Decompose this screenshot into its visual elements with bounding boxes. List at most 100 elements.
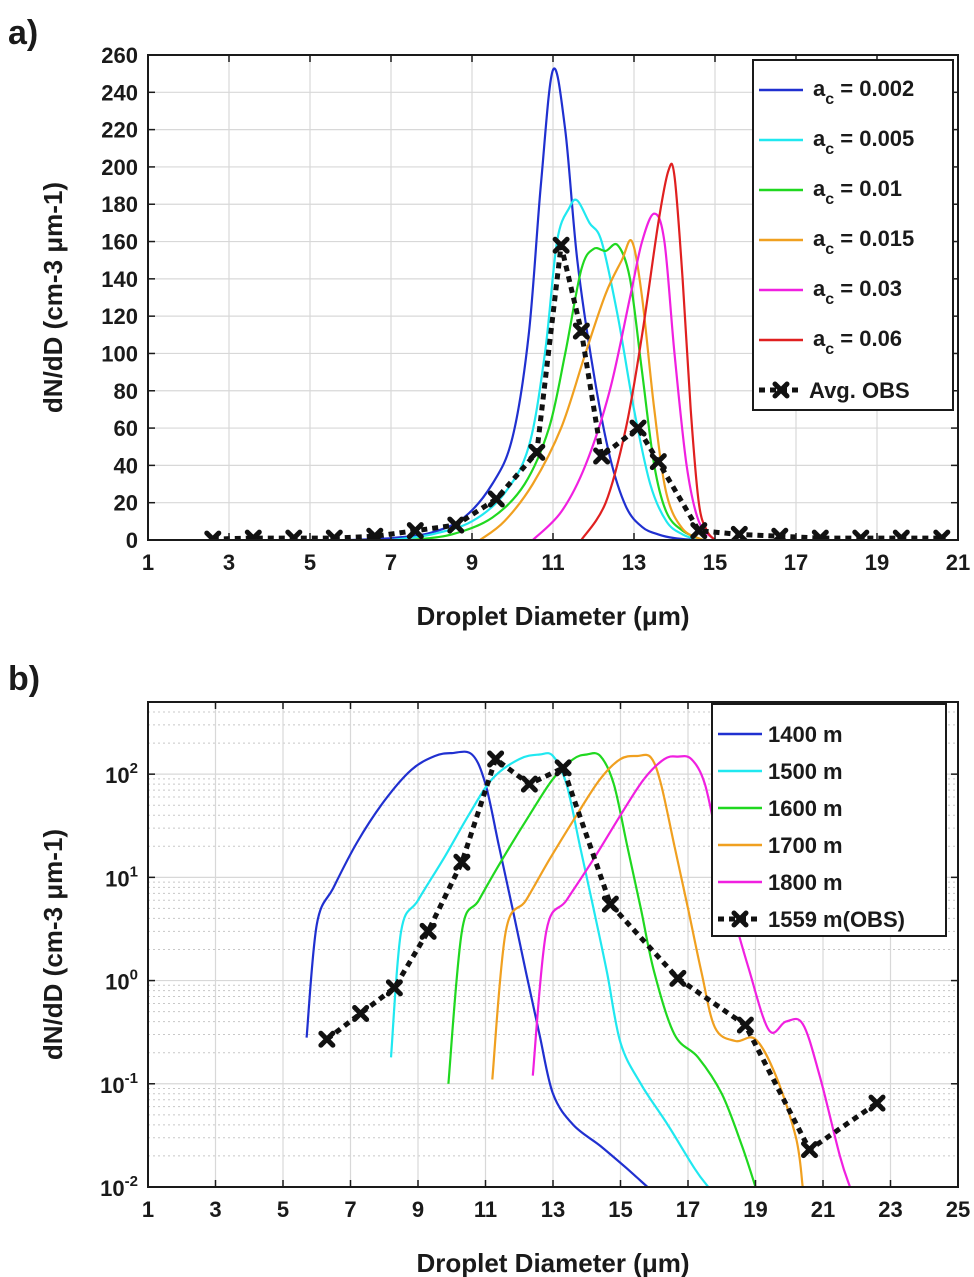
legend-label: 1800 m	[768, 870, 843, 895]
y-tick-label: 40	[114, 453, 138, 478]
x-tick-label: 7	[344, 1197, 356, 1222]
legend-label: 1700 m	[768, 833, 843, 858]
y-tick-label: 100	[101, 341, 138, 366]
y-tick-label: 102	[105, 760, 138, 788]
series-group	[305, 750, 886, 1187]
data-point	[366, 527, 384, 540]
y-tick-label: 240	[101, 80, 138, 105]
legend-label: 1500 m	[768, 759, 843, 784]
legend-label-subscript: c	[825, 291, 834, 308]
x-tick-label: 15	[608, 1197, 632, 1222]
data-point	[487, 490, 505, 508]
data-point	[285, 529, 303, 540]
data-point	[528, 443, 546, 461]
data-point	[419, 922, 437, 940]
data-point	[520, 775, 538, 793]
legend-label-base: a	[813, 176, 826, 201]
legend-label: ac = 0.005	[813, 126, 914, 158]
y-tick-label: 120	[101, 304, 138, 329]
x-tick-label: 15	[703, 550, 727, 575]
y-tick-base: 10	[105, 970, 129, 995]
legend: 1400 m 1500 m 1600 m 1700 m 1800 m 1559 m(OBS…	[711, 703, 947, 937]
y-tick-label: 10-1	[100, 1070, 138, 1098]
x-tick-label: 1	[142, 1197, 154, 1222]
x-tick-label: 17	[676, 1197, 700, 1222]
x-tick-label: 17	[784, 550, 808, 575]
data-point	[487, 750, 505, 768]
legend-label-base: a	[813, 126, 826, 151]
legend-label-subscript: c	[825, 141, 834, 158]
data-point	[572, 322, 590, 340]
y-tick-label: 60	[114, 416, 138, 441]
data-point	[730, 525, 748, 540]
legend-label-subscript: c	[825, 341, 834, 358]
y-tick-base: 10	[100, 1073, 124, 1098]
y-tick-label: 200	[101, 155, 138, 180]
x-tick-label: 21	[946, 550, 970, 575]
legend-label: ac = 0.015	[813, 226, 914, 258]
data-point	[852, 529, 870, 540]
data-point	[593, 447, 611, 465]
legend-label-value: = 0.01	[834, 176, 902, 201]
series-line	[479, 239, 704, 540]
series-line	[447, 752, 757, 1187]
legend-marker	[772, 381, 790, 399]
y-tick-label: 80	[114, 379, 138, 404]
x-tick-label: 5	[304, 550, 316, 575]
x-tick-label: 25	[946, 1197, 970, 1222]
x-tick-label: 21	[811, 1197, 835, 1222]
legend-label: 1600 m	[768, 796, 843, 821]
x-tick-label: 1	[142, 550, 154, 575]
x-tick-label: 19	[865, 550, 889, 575]
y-tick-base: 10	[105, 763, 129, 788]
y-tick-label: 160	[101, 230, 138, 255]
legend-label: ac = 0.002	[813, 76, 914, 108]
y-tick-exponent: 1	[130, 863, 138, 880]
x-axis-title: Droplet Diameter (μm)	[416, 1248, 689, 1277]
x-tick-label: 9	[466, 550, 478, 575]
data-point	[352, 1004, 370, 1022]
y-tick-label: 180	[101, 192, 138, 217]
y-tick-exponent: 2	[130, 760, 138, 777]
y-tick-label: 20	[114, 491, 138, 516]
legend-label-value: = 0.002	[834, 76, 914, 101]
data-point	[736, 1016, 754, 1034]
data-point	[811, 529, 829, 540]
y-tick-label: 140	[101, 267, 138, 292]
y-tick-label: 100	[105, 967, 138, 995]
legend-label-subscript: c	[825, 91, 834, 108]
legend-label: ac = 0.03	[813, 276, 902, 308]
data-point	[801, 1141, 818, 1159]
data-point	[552, 236, 570, 254]
data-point	[892, 529, 910, 540]
series-group	[204, 67, 951, 540]
legend-label: 1559 m(OBS)	[768, 907, 905, 932]
data-point	[601, 895, 619, 913]
data-point	[318, 1030, 336, 1048]
series-line	[532, 212, 716, 540]
legend-label-base: a	[813, 226, 826, 251]
data-point	[649, 453, 667, 471]
legend-box	[752, 59, 954, 411]
x-tick-label: 11	[474, 1197, 497, 1222]
data-point	[406, 522, 424, 540]
legend-box	[711, 703, 947, 937]
data-point	[629, 419, 647, 437]
y-tick-label: 101	[105, 863, 138, 891]
data-point	[244, 529, 262, 540]
data-point	[447, 516, 465, 534]
panel-label: a)	[8, 14, 38, 52]
legend-label: ac = 0.06	[813, 326, 902, 358]
legend-label-value: = 0.03	[834, 276, 902, 301]
legend-label-value: = 0.005	[834, 126, 914, 151]
x-tick-label: 13	[541, 1197, 565, 1222]
y-tick-label: 10-2	[100, 1173, 138, 1201]
y-tick-label: 260	[101, 43, 138, 68]
legend-label-value: = 0.06	[834, 326, 902, 351]
legend-label-value: = 0.015	[834, 226, 914, 251]
data-point	[669, 969, 687, 987]
x-tick-label: 9	[412, 1197, 424, 1222]
x-tick-label: 7	[385, 550, 397, 575]
chart-panel-b: b)1 3 5 7 9 11 13 15 17 19 21 23 2510-210-1100101102…	[8, 660, 970, 1277]
